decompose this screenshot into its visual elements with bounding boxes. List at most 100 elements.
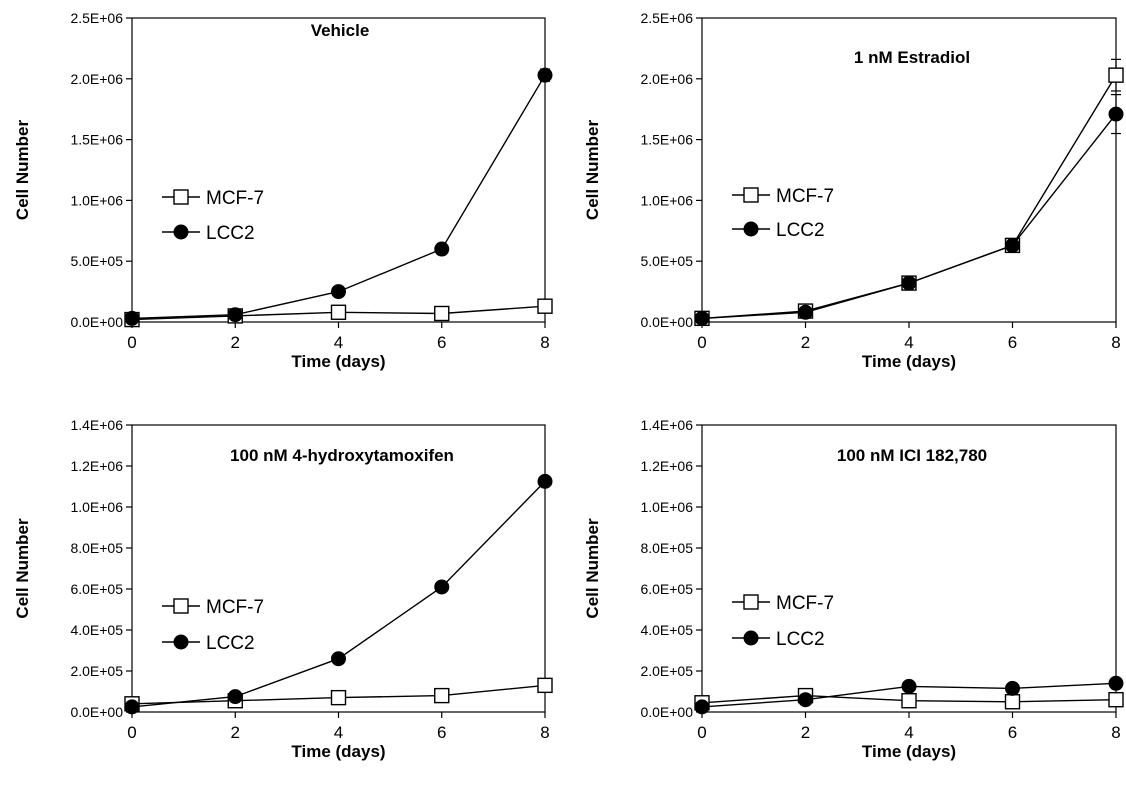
legend-marker-lcc2 — [743, 221, 759, 237]
y-tick-label: 1.2E+06 — [70, 458, 123, 474]
x-tick-label: 0 — [697, 723, 706, 742]
x-tick-label: 4 — [334, 723, 343, 742]
plot-frame — [131, 424, 546, 713]
y-tick-label: 2.0E+05 — [70, 663, 123, 679]
x-tick-label: 6 — [437, 723, 446, 742]
y-tick-label: 0.0E+00 — [640, 704, 693, 720]
series-lcc2 — [124, 473, 553, 715]
y-tick-label: 1.5E+06 — [640, 132, 693, 148]
y-tick-label: 5.0E+05 — [70, 253, 123, 269]
legend-label-lcc2: LCC2 — [206, 633, 255, 654]
data-point-lcc2 — [331, 284, 346, 300]
legend: MCF-7 LCC2 — [732, 186, 834, 241]
data-point-mcf-7 — [1108, 67, 1124, 83]
legend: MCF-7 LCC2 — [732, 593, 834, 650]
data-point-lcc2 — [901, 275, 917, 291]
y-tick-label: 8.0E+05 — [70, 540, 123, 556]
x-axis-label: Time (days) — [291, 742, 385, 761]
panel-title: 100 nM ICI 182,780 — [837, 446, 987, 465]
x-tick-label: 8 — [1111, 333, 1120, 352]
chart-panel-4: 0.0E+00 2.0E+05 4.0E+05 6.0E+05 8.0E+05 1.0E+… — [583, 417, 1124, 761]
x-tick-label: 0 — [127, 723, 136, 742]
x-tick-label: 8 — [1111, 723, 1120, 742]
panel-title: Vehicle — [311, 21, 370, 40]
data-point-lcc2 — [434, 579, 450, 595]
legend-label-lcc2: LCC2 — [776, 629, 825, 650]
data-point-lcc2 — [798, 692, 813, 708]
legend-marker-mcf-7 — [743, 594, 759, 610]
data-point-mcf-7 — [1108, 692, 1124, 708]
data-point-lcc2 — [798, 304, 813, 320]
legend-label-lcc2: LCC2 — [776, 220, 825, 241]
panel-title: 1 nM Estradiol — [854, 48, 970, 67]
data-point-lcc2 — [694, 699, 710, 715]
data-point-lcc2 — [227, 307, 243, 323]
y-tick-label: 2.0E+05 — [640, 663, 693, 679]
panel-title: 100 nM 4-hydroxytamoxifen — [230, 446, 454, 465]
y-tick-label: 1.0E+06 — [640, 192, 693, 208]
data-point-lcc2 — [1005, 680, 1020, 696]
plot-frame — [131, 17, 546, 323]
x-tick-label: 2 — [801, 333, 810, 352]
data-point-mcf-7 — [537, 677, 553, 694]
data-point-lcc2 — [537, 67, 553, 83]
x-tick-label: 2 — [801, 723, 810, 742]
y-axis-label: Cell Number — [13, 120, 32, 221]
y-tick-label: 1.2E+06 — [640, 458, 693, 474]
legend-marker-mcf-7 — [173, 189, 189, 205]
y-axis-label: Cell Number — [13, 518, 32, 619]
data-point-lcc2 — [1108, 675, 1124, 691]
x-tick-label: 6 — [1008, 333, 1017, 352]
x-axis-label: Time (days) — [291, 352, 385, 371]
data-point-mcf-7 — [1004, 694, 1021, 710]
data-point-lcc2 — [227, 689, 243, 705]
legend: MCF-7 LCC2 — [162, 188, 264, 244]
x-axis-label: Time (days) — [862, 352, 956, 371]
series-lcc2 — [694, 94, 1124, 326]
chart-panel-3: 0.0E+00 2.0E+05 4.0E+05 6.0E+05 8.0E+05 1.0E+… — [13, 417, 553, 761]
legend-marker-lcc2 — [743, 630, 759, 646]
y-axis-label: Cell Number — [583, 518, 602, 619]
data-point-lcc2 — [694, 310, 710, 326]
legend-marker-lcc2 — [173, 224, 189, 240]
legend: MCF-7 LCC2 — [162, 597, 264, 654]
chart-panel-2: 0.0E+00 5.0E+05 1.0E+06 1.5E+06 2.0E+06 2.5E+… — [583, 10, 1124, 371]
series-mcf-7 — [124, 677, 553, 712]
y-tick-label: 4.0E+05 — [640, 622, 693, 638]
y-tick-label: 6.0E+05 — [640, 581, 693, 597]
legend-marker-lcc2 — [173, 634, 189, 650]
plot-frame — [701, 424, 1117, 713]
series-lcc2 — [694, 675, 1124, 715]
y-tick-label: 1.0E+06 — [640, 499, 693, 515]
data-point-lcc2 — [1005, 237, 1020, 253]
legend-label-mcf-7: MCF-7 — [776, 186, 834, 207]
data-point-lcc2 — [124, 699, 140, 715]
x-axis-label: Time (days) — [862, 742, 956, 761]
y-tick-label: 6.0E+05 — [70, 581, 123, 597]
series-lcc2 — [124, 67, 553, 326]
legend-label-mcf-7: MCF-7 — [206, 188, 264, 209]
x-tick-label: 8 — [540, 723, 549, 742]
y-tick-label: 4.0E+05 — [70, 622, 123, 638]
y-axis-label: Cell Number — [583, 120, 602, 221]
series-line-lcc2 — [131, 480, 546, 708]
x-tick-label: 8 — [540, 333, 549, 352]
y-tick-label: 1.5E+06 — [70, 132, 123, 148]
data-point-lcc2 — [124, 310, 140, 326]
legend-label-mcf-7: MCF-7 — [776, 593, 834, 614]
data-point-mcf-7 — [330, 304, 347, 320]
legend-marker-mcf-7 — [173, 598, 189, 614]
data-point-mcf-7 — [434, 687, 450, 704]
x-tick-label: 0 — [697, 333, 706, 352]
y-tick-label: 1.4E+06 — [70, 417, 123, 433]
y-tick-label: 5.0E+05 — [640, 253, 693, 269]
legend-label-mcf-7: MCF-7 — [206, 597, 264, 618]
data-point-lcc2 — [1108, 106, 1124, 122]
y-tick-label: 2.5E+06 — [640, 10, 693, 26]
x-tick-label: 6 — [1008, 723, 1017, 742]
y-tick-label: 0.0E+00 — [70, 704, 123, 720]
x-tick-label: 4 — [904, 723, 913, 742]
data-point-lcc2 — [331, 651, 346, 667]
y-tick-label: 2.0E+06 — [70, 71, 123, 87]
